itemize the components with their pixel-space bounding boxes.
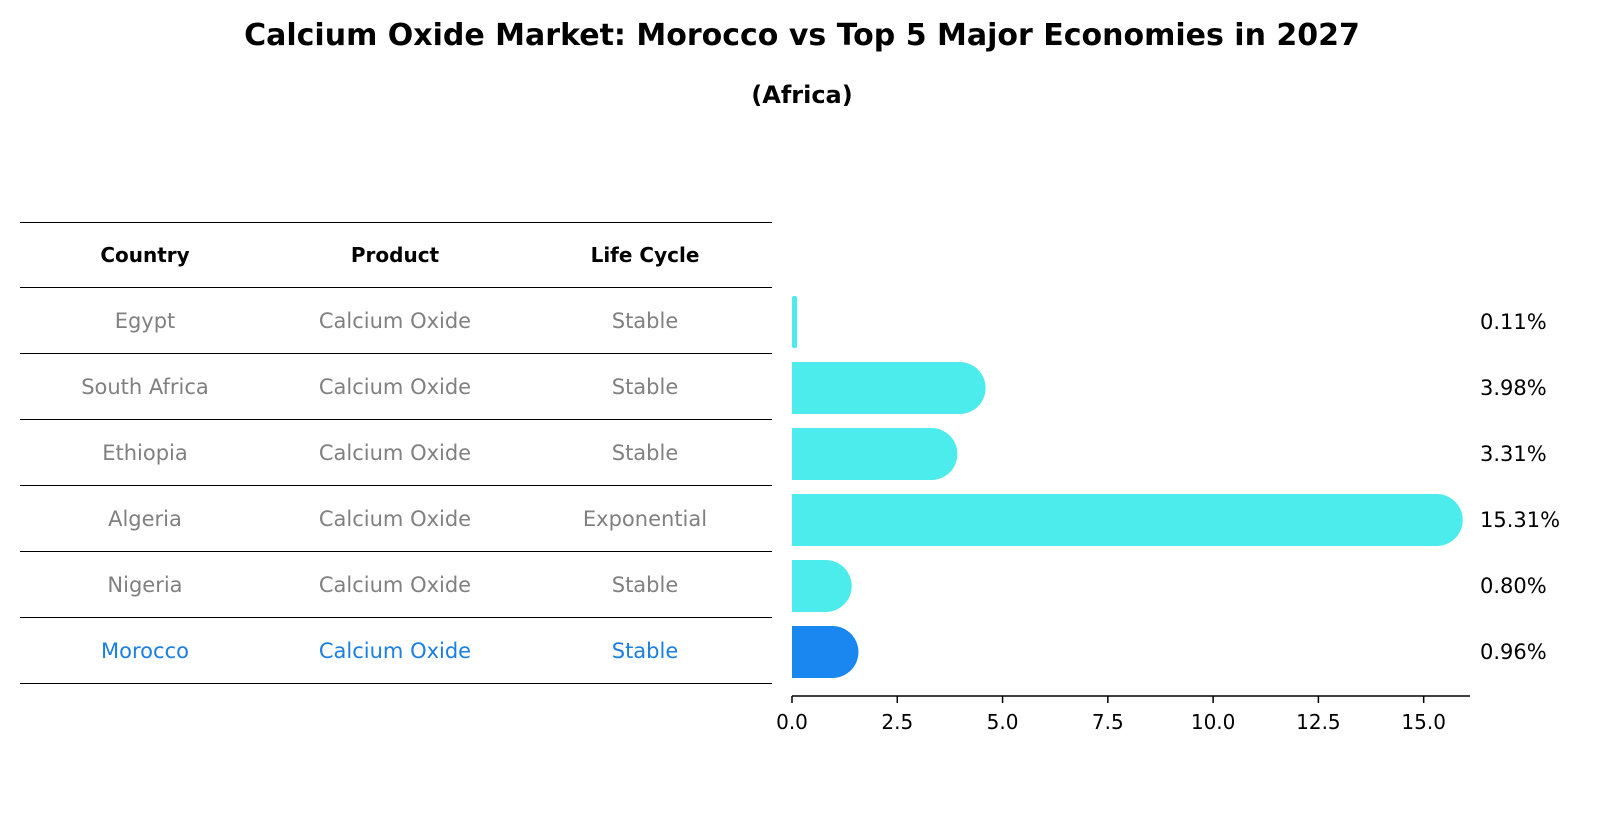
bars-group: [792, 296, 1463, 678]
value-label: 0.11%: [1480, 310, 1547, 334]
country-table: Country Product Life Cycle Egypt Calcium…: [20, 222, 772, 684]
cell-country: Algeria: [108, 506, 182, 531]
cell-country: South Africa: [81, 374, 209, 399]
header-product: Product: [350, 243, 440, 267]
table-row: Egypt Calcium Oxide Stable: [20, 288, 772, 354]
value-label: 0.80%: [1480, 574, 1547, 598]
table-row: Ethiopia Calcium Oxide Stable: [20, 420, 772, 486]
cell-country: Egypt: [114, 308, 176, 333]
value-label: 0.96%: [1480, 640, 1547, 664]
bar-south-africa: [792, 362, 986, 414]
header-country: Country: [100, 243, 190, 267]
bar-morocco: [792, 626, 859, 678]
header-life-cycle: Life Cycle: [590, 243, 700, 267]
table-row: Nigeria Calcium Oxide Stable: [20, 552, 772, 618]
value-label: 3.31%: [1480, 442, 1547, 466]
chart-subtitle: (Africa): [751, 81, 853, 109]
x-tick-label: 7.5: [1092, 710, 1124, 734]
x-tick-label: 10.0: [1191, 710, 1236, 734]
cell-life-cycle: Stable: [611, 440, 679, 465]
table-header-row: Country Product Life Cycle: [20, 222, 772, 288]
cell-life-cycle: Exponential: [582, 506, 708, 531]
bar-algeria: [792, 494, 1463, 546]
table-row: Algeria Calcium Oxide Exponential: [20, 486, 772, 552]
cell-country: Nigeria: [107, 572, 183, 597]
chart-title: Calcium Oxide Market: Morocco vs Top 5 M…: [244, 18, 1360, 53]
x-tick-label: 0.0: [776, 710, 808, 734]
value-labels-group: 0.11% 3.98% 3.31% 15.31% 0.80% 0.96%: [1480, 310, 1560, 664]
cell-product: Calcium Oxide: [318, 440, 472, 465]
cell-product: Calcium Oxide: [318, 374, 472, 399]
cell-product: Calcium Oxide: [318, 506, 472, 531]
cell-product: Calcium Oxide: [318, 638, 472, 663]
bar-egypt: [792, 296, 797, 348]
x-tick-label: 5.0: [987, 710, 1019, 734]
cell-life-cycle: Stable: [611, 572, 679, 597]
x-tick-label: 15.0: [1401, 710, 1446, 734]
x-tick-label: 12.5: [1296, 710, 1341, 734]
value-label: 15.31%: [1480, 508, 1560, 532]
cell-life-cycle: Stable: [611, 308, 679, 333]
cell-product: Calcium Oxide: [318, 572, 472, 597]
cell-country: Morocco: [101, 638, 189, 663]
cell-product: Calcium Oxide: [318, 308, 472, 333]
cell-life-cycle: Stable: [611, 638, 679, 663]
x-tick-label: 2.5: [881, 710, 913, 734]
cell-country: Ethiopia: [102, 440, 188, 465]
bar-nigeria: [792, 560, 852, 612]
value-label: 3.98%: [1480, 376, 1547, 400]
x-axis: 0.0 2.5 5.0 7.5 10.0 12.5 15.0: [776, 695, 1470, 734]
cell-life-cycle: Stable: [611, 374, 679, 399]
bar-ethiopia: [792, 428, 958, 480]
table-row: South Africa Calcium Oxide Stable: [20, 354, 772, 420]
table-row-highlight: Morocco Calcium Oxide Stable: [20, 618, 772, 684]
